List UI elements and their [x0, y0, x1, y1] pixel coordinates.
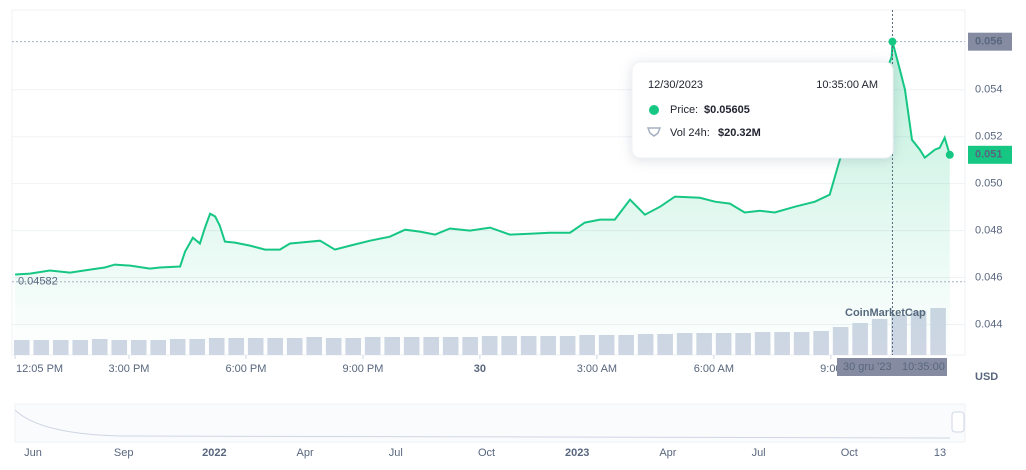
- tooltip-price: $0.05605: [704, 104, 750, 116]
- x-tick-label: 6:00 AM: [694, 363, 734, 375]
- x-tick-label: 30: [474, 363, 486, 375]
- x-tick-label: 6:00 PM: [225, 363, 266, 375]
- tooltip-vol: $20.32M: [718, 127, 761, 139]
- navigator-label: Apr: [297, 447, 314, 459]
- crosshair-time: 10:35:00: [902, 361, 945, 373]
- tooltip-price-label: Price:: [670, 104, 698, 116]
- navigator-label: Jul: [389, 447, 403, 459]
- tooltip: 12/30/2023 10:35:00 AM Price: $0.05605 Vol 2…: [631, 61, 894, 159]
- last-point: [945, 150, 954, 159]
- y-tick-label: 0.044: [975, 318, 1003, 330]
- high-label: 0.056: [975, 36, 1003, 48]
- crosshair-date: 30 gru '23: [843, 361, 892, 373]
- tooltip-time: 10:35:00 AM: [816, 79, 878, 91]
- tooltip-date: 12/30/2023: [648, 79, 703, 91]
- navigator-handle[interactable]: [951, 411, 965, 433]
- y-tick-label: 0.052: [975, 131, 1003, 143]
- y-tick-label: 0.050: [975, 178, 1003, 190]
- navigator-label: 13: [934, 447, 946, 459]
- x-tick-label: 9:00: [820, 363, 841, 375]
- tooltip-vol-label: Vol 24h:: [670, 127, 710, 139]
- navigator-label: Oct: [841, 447, 858, 459]
- navigator-line: [14, 409, 951, 439]
- crosshair-badge: [837, 358, 947, 376]
- x-tick-label: 12:05 PM: [16, 363, 63, 375]
- y-tick-label: 0.046: [975, 271, 1003, 283]
- tooltip-vol-icon: [646, 127, 662, 137]
- navigator-label: Jul: [752, 447, 766, 459]
- hover-point: [888, 37, 897, 46]
- navigator-label: Sep: [114, 447, 134, 459]
- x-tick-label: 3:00 PM: [108, 363, 149, 375]
- price-area: [15, 41, 950, 355]
- y-tick-label: 0.054: [975, 84, 1003, 96]
- navigator-label: Jun: [24, 447, 42, 459]
- x-tick-label: 3:00 AM: [577, 363, 617, 375]
- low-label: 0.04582: [18, 276, 58, 288]
- y-tick-label: 0.048: [975, 225, 1003, 237]
- navigator-label: 2023: [565, 447, 589, 459]
- last-badge: [968, 145, 1012, 164]
- last-label: 0.051: [975, 149, 1003, 161]
- y-unit: USD: [975, 371, 998, 383]
- tooltip-dot: [649, 105, 659, 115]
- x-tick-label: 9:00 PM: [342, 363, 383, 375]
- navigator-label: Oct: [478, 447, 495, 459]
- high-badge: [968, 32, 1012, 51]
- navigator-label: Apr: [659, 447, 676, 459]
- navigator-label: 2022: [202, 447, 226, 459]
- tooltip-box: [631, 61, 894, 159]
